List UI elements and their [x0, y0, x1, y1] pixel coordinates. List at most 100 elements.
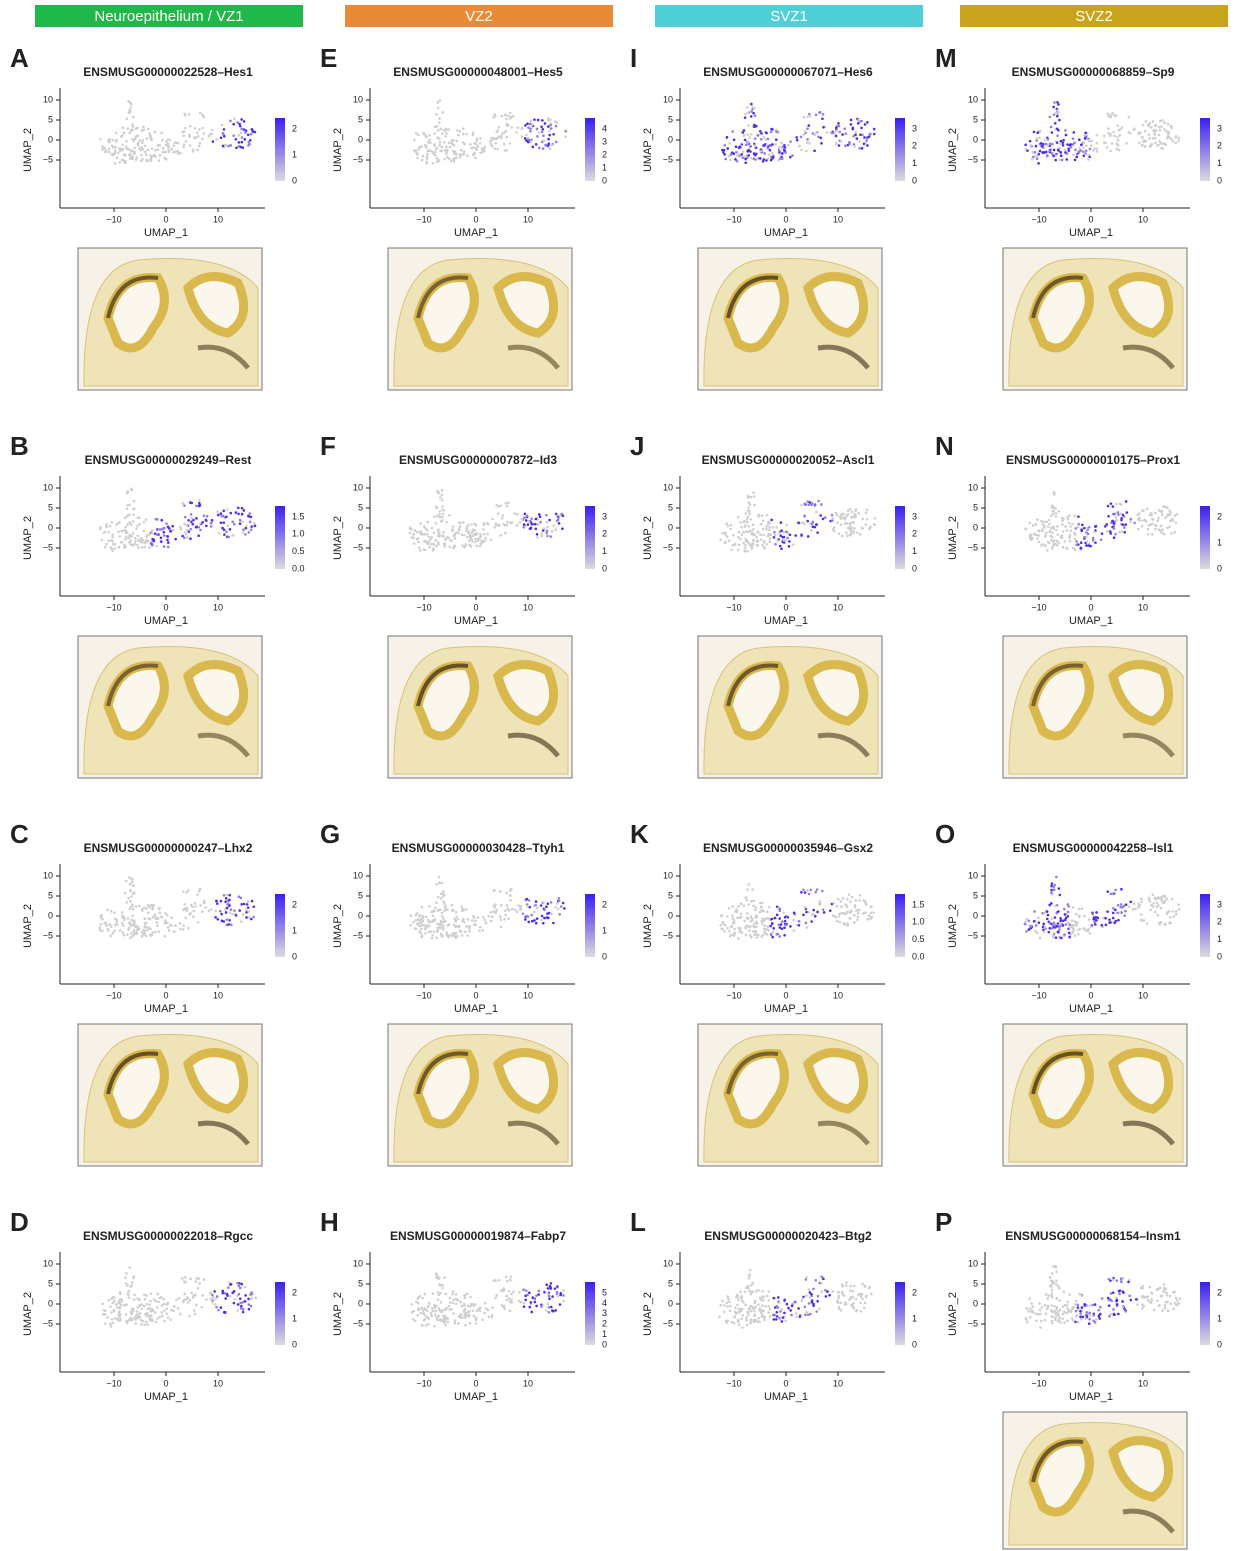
umap-point	[493, 526, 496, 529]
umap-point	[528, 906, 531, 909]
umap-point	[847, 509, 850, 512]
umap-point	[143, 1305, 146, 1308]
umap-point	[154, 131, 157, 134]
y-axis-label: UMAP_2	[947, 516, 959, 560]
umap-point	[114, 162, 117, 165]
panel-letter: N	[935, 431, 954, 461]
umap-point	[159, 154, 162, 157]
umap-point	[818, 900, 821, 903]
umap-point	[855, 1298, 858, 1301]
umap-point	[187, 519, 190, 522]
umap-point	[129, 1317, 132, 1320]
umap-point	[748, 513, 751, 516]
umap-point	[1028, 920, 1031, 923]
umap-point	[726, 535, 729, 538]
umap-point	[133, 147, 136, 150]
y-tick-label: 5	[358, 114, 363, 124]
umap-point	[505, 130, 508, 133]
umap-point	[1033, 910, 1036, 913]
umap-point	[161, 1311, 164, 1314]
umap-point	[503, 143, 506, 146]
umap-point	[181, 131, 184, 134]
umap-point	[1074, 538, 1077, 541]
umap-point	[544, 122, 547, 125]
umap-point	[749, 1269, 752, 1272]
umap-point	[143, 541, 146, 544]
column-header: SVZ1	[770, 8, 808, 25]
umap-point	[1070, 530, 1073, 533]
panel: MENSMUSG00000068859–Sp9−10010−50510UMAP_…	[935, 43, 1222, 390]
umap-point	[752, 539, 755, 542]
umap-point	[543, 917, 546, 920]
umap-point	[767, 157, 770, 160]
umap-point	[1154, 528, 1157, 531]
umap-point	[133, 500, 136, 503]
umap-point	[844, 522, 847, 525]
umap-point	[160, 915, 163, 918]
umap-point	[442, 921, 445, 924]
umap-point	[1108, 918, 1111, 921]
umap-point	[183, 143, 186, 146]
umap-point	[551, 1295, 554, 1298]
umap-point	[482, 528, 485, 531]
colorbar-tick-label: 3	[602, 136, 607, 146]
y-tick-label: 0	[668, 910, 673, 920]
umap-point	[535, 1305, 538, 1308]
umap-point	[147, 1314, 150, 1317]
umap-point	[853, 914, 856, 917]
umap-point	[547, 1303, 550, 1306]
umap-point	[440, 920, 443, 923]
umap-point	[862, 912, 865, 915]
umap-point	[461, 934, 464, 937]
umap-point	[756, 540, 759, 543]
umap-point	[1074, 527, 1077, 530]
umap-point	[781, 1320, 784, 1323]
umap-point	[162, 147, 165, 150]
umap-point	[133, 507, 136, 510]
umap-point	[745, 143, 748, 146]
umap-point	[443, 1276, 446, 1279]
y-tick-label: 10	[353, 482, 363, 492]
y-tick-label: −5	[43, 542, 53, 552]
umap-point	[500, 904, 503, 907]
umap-point	[818, 903, 821, 906]
umap-point	[760, 1315, 763, 1318]
umap-point	[842, 513, 845, 516]
umap-point	[211, 519, 214, 522]
umap-point	[127, 127, 130, 130]
umap-point	[111, 139, 114, 142]
umap-point	[120, 541, 123, 544]
umap-point	[421, 919, 424, 922]
umap-point	[734, 543, 737, 546]
umap-point	[131, 881, 134, 884]
x-tick-label: −10	[106, 1378, 121, 1388]
y-axis-label: UMAP_2	[332, 904, 344, 948]
umap-point	[1034, 930, 1037, 933]
umap-point	[555, 513, 558, 516]
umap-point	[737, 1320, 740, 1323]
umap-point	[1073, 515, 1076, 518]
umap-point	[452, 525, 455, 528]
umap-point	[1124, 1310, 1127, 1313]
umap-point	[445, 127, 448, 130]
umap-point	[446, 1321, 449, 1324]
umap-point	[524, 1299, 527, 1302]
x-axis-label: UMAP_1	[764, 615, 808, 627]
umap-point	[724, 924, 727, 927]
umap-point	[157, 148, 160, 151]
umap-point	[124, 892, 127, 895]
umap-point	[436, 507, 439, 510]
umap-point	[469, 1296, 472, 1299]
umap-point	[171, 525, 174, 528]
umap-point	[99, 926, 102, 929]
umap-point	[740, 1317, 743, 1320]
x-axis-label: UMAP_1	[1069, 227, 1113, 239]
umap-point	[250, 133, 253, 136]
umap-point	[865, 1294, 868, 1297]
y-tick-label: −5	[968, 154, 978, 164]
y-tick-label: 0	[48, 134, 53, 144]
umap-point	[450, 160, 453, 163]
umap-point	[1087, 158, 1090, 161]
umap-point	[162, 151, 165, 154]
umap-point	[726, 147, 729, 150]
